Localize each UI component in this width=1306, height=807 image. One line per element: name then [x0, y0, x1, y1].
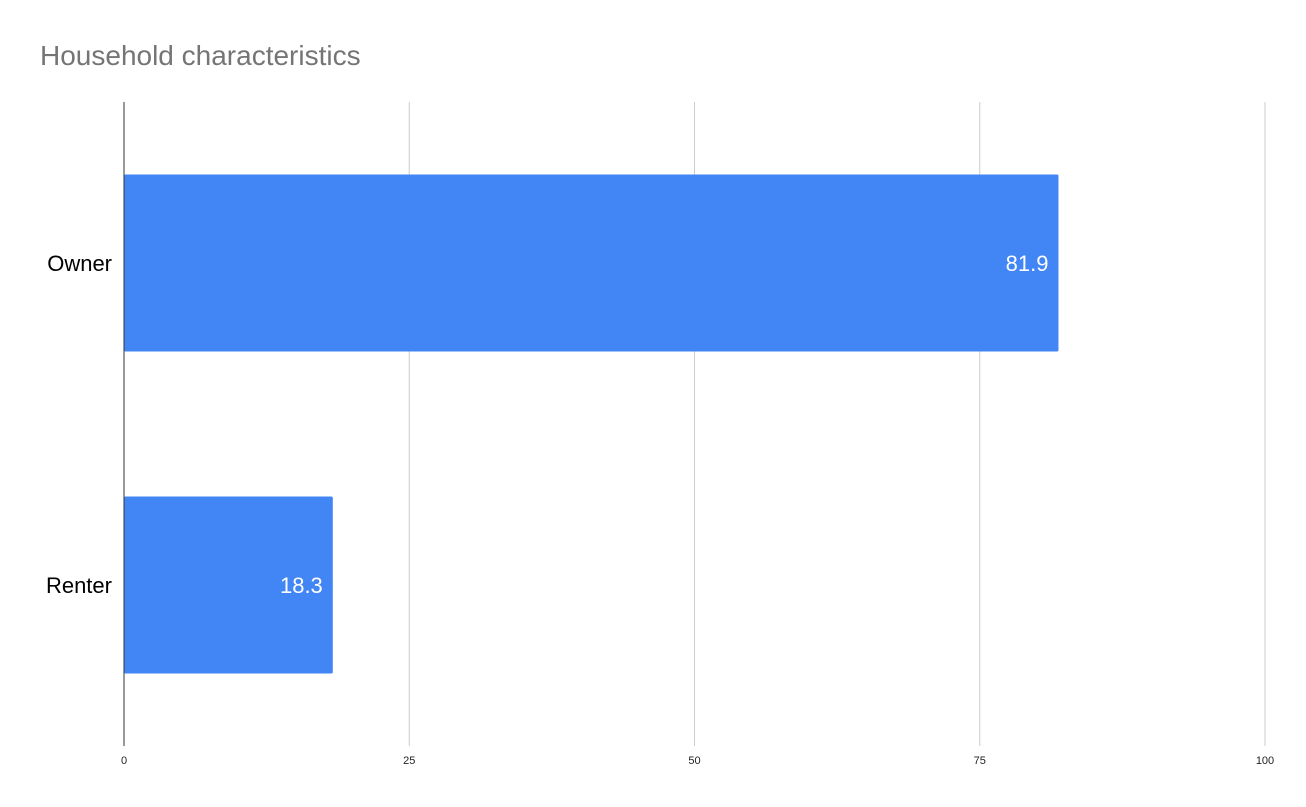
x-tick-label: 25 — [403, 755, 415, 767]
data-label-renter: 18.3 — [280, 573, 323, 598]
x-tick-label: 50 — [688, 755, 700, 767]
bar-renter — [124, 496, 333, 674]
data-label-owner: 81.9 — [1006, 251, 1049, 276]
bars — [124, 174, 1059, 674]
bar-owner — [124, 174, 1059, 352]
labels: 0 25 50 75 100 81.9 Owner 18.3 Renter — [46, 251, 1274, 767]
x-tick-label: 75 — [974, 755, 986, 767]
category-label-renter: Renter — [46, 573, 112, 598]
x-tick-label: 100 — [1256, 755, 1274, 767]
x-tick-label: 0 — [121, 755, 127, 767]
chart-title: Household characteristics — [40, 40, 361, 71]
category-label-owner: Owner — [47, 251, 112, 276]
